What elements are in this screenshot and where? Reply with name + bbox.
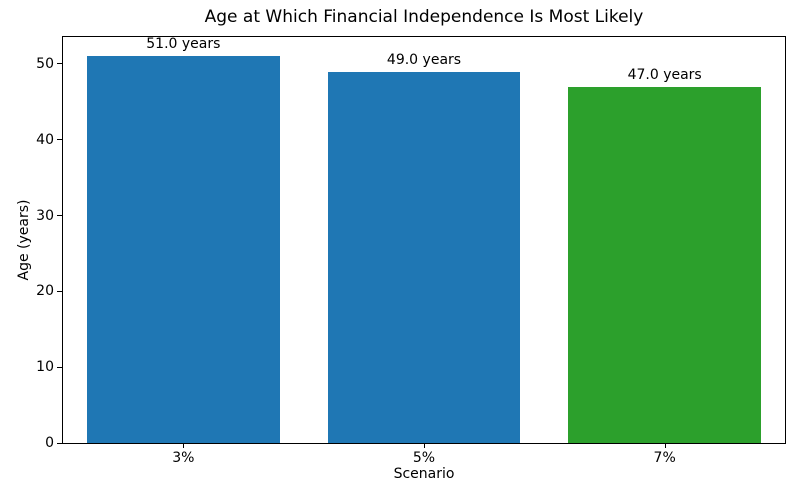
plot-area: 51.0 years 49.0 years 47.0 years [62, 36, 786, 444]
bar-value-label: 47.0 years [627, 66, 702, 83]
y-tick-label: 10 [36, 359, 54, 376]
y-tick-mark [57, 215, 62, 217]
x-tick-mark [424, 443, 425, 448]
bar-value-label: 49.0 years [386, 51, 462, 68]
bar-5% [327, 71, 521, 443]
y-tick-mark [57, 366, 62, 368]
x-tick-label: 7% [653, 450, 676, 466]
x-tick-label: 3% [172, 450, 195, 466]
x-tick-mark [183, 443, 185, 448]
chart-title: Age at Which Financial Independence Is M… [204, 7, 644, 27]
y-tick-label: 20 [36, 283, 54, 300]
x-tick-label: 5% [412, 450, 436, 466]
y-tick-label: 30 [36, 207, 54, 224]
bar-value-label: 51.0 years [146, 36, 221, 53]
bar-3% [87, 56, 280, 443]
x-axis-label: Scenario [393, 466, 455, 482]
y-tick-label: 50 [36, 55, 54, 72]
bar-7% [568, 86, 761, 443]
x-tick-mark [664, 443, 666, 448]
y-tick-mark [57, 290, 62, 292]
y-tick-mark [57, 63, 62, 65]
y-tick-label: 40 [36, 131, 54, 148]
y-tick-mark [57, 442, 62, 444]
y-tick-label: 0 [45, 435, 54, 451]
y-tick-mark [57, 139, 62, 141]
